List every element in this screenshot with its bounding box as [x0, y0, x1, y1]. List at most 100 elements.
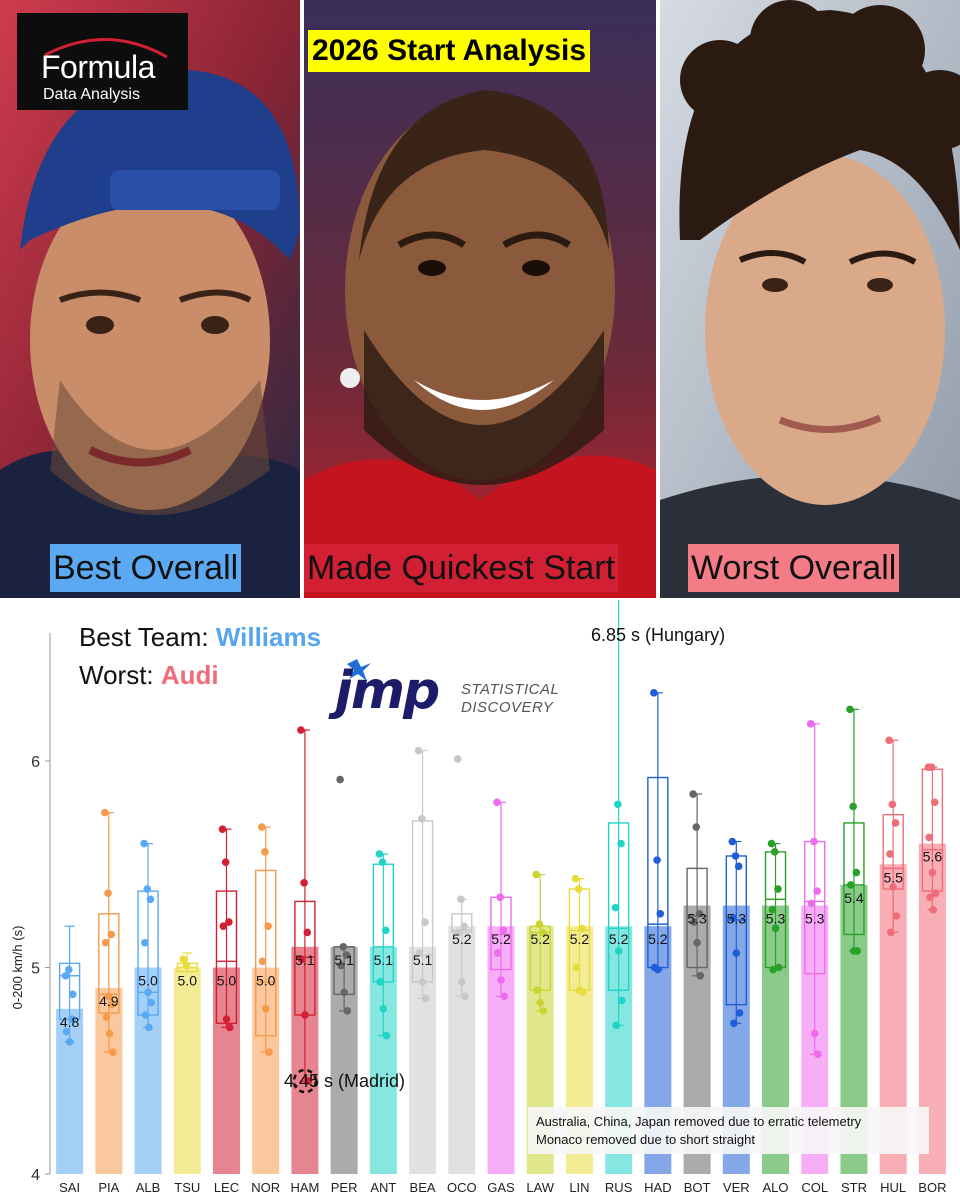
bar-value-label: 5.0 [178, 973, 198, 989]
data-point [101, 938, 110, 947]
data-point [689, 790, 697, 798]
x-tick-label: SAI [59, 1180, 80, 1195]
data-point [143, 885, 152, 893]
x-tick-label: BOR [918, 1180, 946, 1195]
data-point [532, 870, 541, 879]
annotation-max: 6.85 s (Hungary) [591, 625, 726, 645]
data-point [65, 965, 73, 974]
data-point [382, 1031, 391, 1040]
bar-value-label: 5.2 [530, 931, 550, 947]
data-point [61, 971, 70, 980]
data-point [261, 1005, 270, 1013]
data-point [853, 947, 861, 955]
x-tick-label: VER [723, 1180, 750, 1195]
data-point [571, 874, 580, 883]
data-point [218, 825, 227, 833]
data-point [928, 868, 937, 877]
x-tick-label: ANT [370, 1180, 396, 1195]
iqr-box [254, 869, 277, 1037]
bar-value-label: 5.5 [883, 869, 903, 885]
x-tick-label: HAD [644, 1180, 671, 1195]
data-point [65, 1038, 74, 1046]
data-point [104, 889, 112, 897]
data-point [257, 823, 266, 831]
x-tick-label: RUS [605, 1180, 633, 1195]
data-point [379, 1005, 388, 1013]
data-point [810, 837, 818, 846]
x-tick-label: HAM [290, 1180, 319, 1195]
bar-value-label: 5.2 [648, 931, 668, 947]
data-point [617, 839, 625, 848]
bar-value-label: 5.4 [844, 890, 864, 906]
data-point [141, 938, 149, 947]
data-point [807, 899, 816, 908]
data-point [769, 965, 777, 974]
data-point [730, 1019, 738, 1028]
jmp-tagline-2: DISCOVERY [461, 699, 554, 716]
data-point [653, 856, 661, 864]
data-point [499, 926, 508, 935]
x-tick-label: PIA [98, 1180, 119, 1195]
jmp-tagline-1: STATISTICAL [461, 681, 560, 698]
data-point [336, 775, 344, 784]
bar-value-label: 5.1 [295, 952, 315, 968]
best-team-prefix: Best Team: [79, 622, 216, 652]
data-point [140, 839, 148, 848]
bar-value-label: 5.2 [609, 931, 629, 947]
data-point [572, 963, 581, 972]
data-point [225, 918, 233, 926]
data-point [885, 736, 893, 745]
data-point [930, 798, 939, 807]
iqr-box [843, 822, 865, 936]
bar-value-label: 5.3 [687, 911, 707, 927]
data-point [225, 1023, 234, 1032]
data-point [101, 808, 109, 817]
data-point [105, 1029, 114, 1038]
data-point [494, 949, 502, 957]
data-point [261, 848, 269, 856]
data-point [68, 1015, 76, 1023]
data-point [375, 850, 384, 858]
data-point [221, 858, 230, 866]
data-point [300, 879, 308, 887]
x-tick-label: GAS [487, 1180, 515, 1195]
data-point [770, 848, 779, 856]
data-point [533, 986, 541, 995]
page-title: 2026 Start Analysis [308, 30, 591, 72]
data-point [421, 994, 430, 1003]
caption-worst-overall: Worst Overall [688, 544, 900, 592]
data-point [692, 823, 701, 831]
data-point [453, 755, 462, 763]
data-point [378, 858, 387, 866]
y-axis-label: 0-200 km/h (s) [10, 926, 25, 1010]
data-point [618, 996, 626, 1005]
data-point [813, 887, 821, 895]
logo-line2: Data Analysis [43, 86, 140, 103]
data-point [264, 922, 272, 930]
bar-value-label: 5.2 [491, 931, 511, 947]
x-tick-label: TSU [174, 1180, 200, 1195]
data-point [774, 885, 782, 893]
data-point [810, 1029, 819, 1038]
iqr-box [215, 890, 238, 1024]
data-point [146, 895, 155, 904]
data-point [147, 998, 156, 1007]
data-point [219, 922, 228, 930]
bar [173, 967, 201, 1174]
data-point [337, 961, 345, 970]
x-tick-label: PER [331, 1180, 358, 1195]
data-point [62, 1027, 71, 1036]
data-point [650, 689, 658, 697]
x-tick-label: HUL [880, 1180, 906, 1195]
x-tick-label: ALO [763, 1180, 789, 1195]
caption-quickest-start: Made Quickest Start [304, 544, 619, 592]
notes-box: Australia, China, Japan removed due to e… [528, 1107, 929, 1154]
swoosh-icon [44, 38, 168, 59]
jmp-wordmark: jmp [335, 661, 440, 721]
data-point [109, 1048, 117, 1056]
data-point [614, 800, 622, 809]
x-tick-label: LEC [214, 1180, 239, 1195]
data-point [578, 924, 586, 933]
data-point [417, 815, 426, 823]
jmp-logo: jmp STATISTICAL DISCOVERY [335, 655, 585, 725]
